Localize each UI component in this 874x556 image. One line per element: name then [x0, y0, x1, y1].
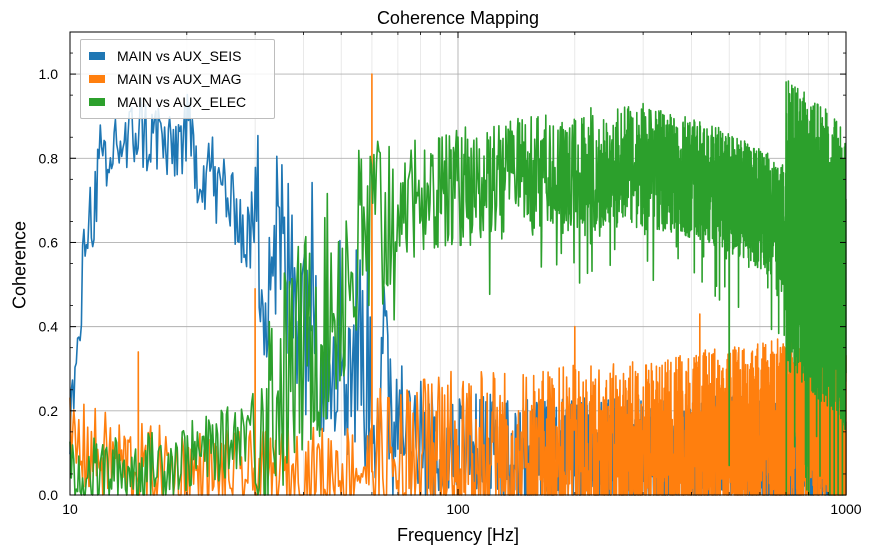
legend-label-mag: MAIN vs AUX_MAG: [117, 71, 242, 87]
y-tick-label: 0.6: [39, 234, 59, 250]
series-main-vs-aux-mag: [69, 73, 847, 496]
legend-item-elec: MAIN vs AUX_ELEC: [89, 92, 246, 112]
series-main-vs-aux-elec: [69, 80, 847, 496]
x-tick-label: 100: [446, 501, 470, 517]
legend-item-mag: MAIN vs AUX_MAG: [89, 69, 241, 89]
legend-swatch-seis: [89, 52, 105, 60]
x-axis-label: Frequency [Hz]: [396, 525, 520, 545]
x-axis-ticks: 10 100 1000: [62, 32, 862, 517]
series-line: [69, 80, 847, 496]
y-tick-label: 1.0: [39, 66, 59, 82]
series-layer: [69, 73, 847, 496]
series-line: [69, 73, 847, 496]
x-tick-label: 10: [62, 501, 78, 517]
y-tick-label: 0.8: [39, 150, 59, 166]
legend-swatch-mag: [89, 75, 105, 83]
legend-label-seis: MAIN vs AUX_SEIS: [117, 48, 242, 64]
chart-title: Coherence Mapping: [376, 8, 540, 28]
x-tick-label: 1000: [830, 501, 861, 517]
y-axis-ticks: 0.0 0.2 0.4 0.6 0.8 1.0: [39, 52, 846, 503]
y-axis-label: Coherence: [9, 220, 30, 310]
legend: MAIN vs AUX_SEIS MAIN vs AUX_MAG MAIN vs…: [80, 39, 275, 119]
legend-label-elec: MAIN vs AUX_ELEC: [117, 94, 247, 110]
y-tick-label: 0.2: [39, 403, 59, 419]
y-tick-label: 0.0: [39, 487, 59, 503]
y-tick-label: 0.4: [39, 319, 59, 335]
legend-item-seis: MAIN vs AUX_SEIS: [89, 46, 241, 66]
legend-swatch-elec: [89, 98, 105, 106]
